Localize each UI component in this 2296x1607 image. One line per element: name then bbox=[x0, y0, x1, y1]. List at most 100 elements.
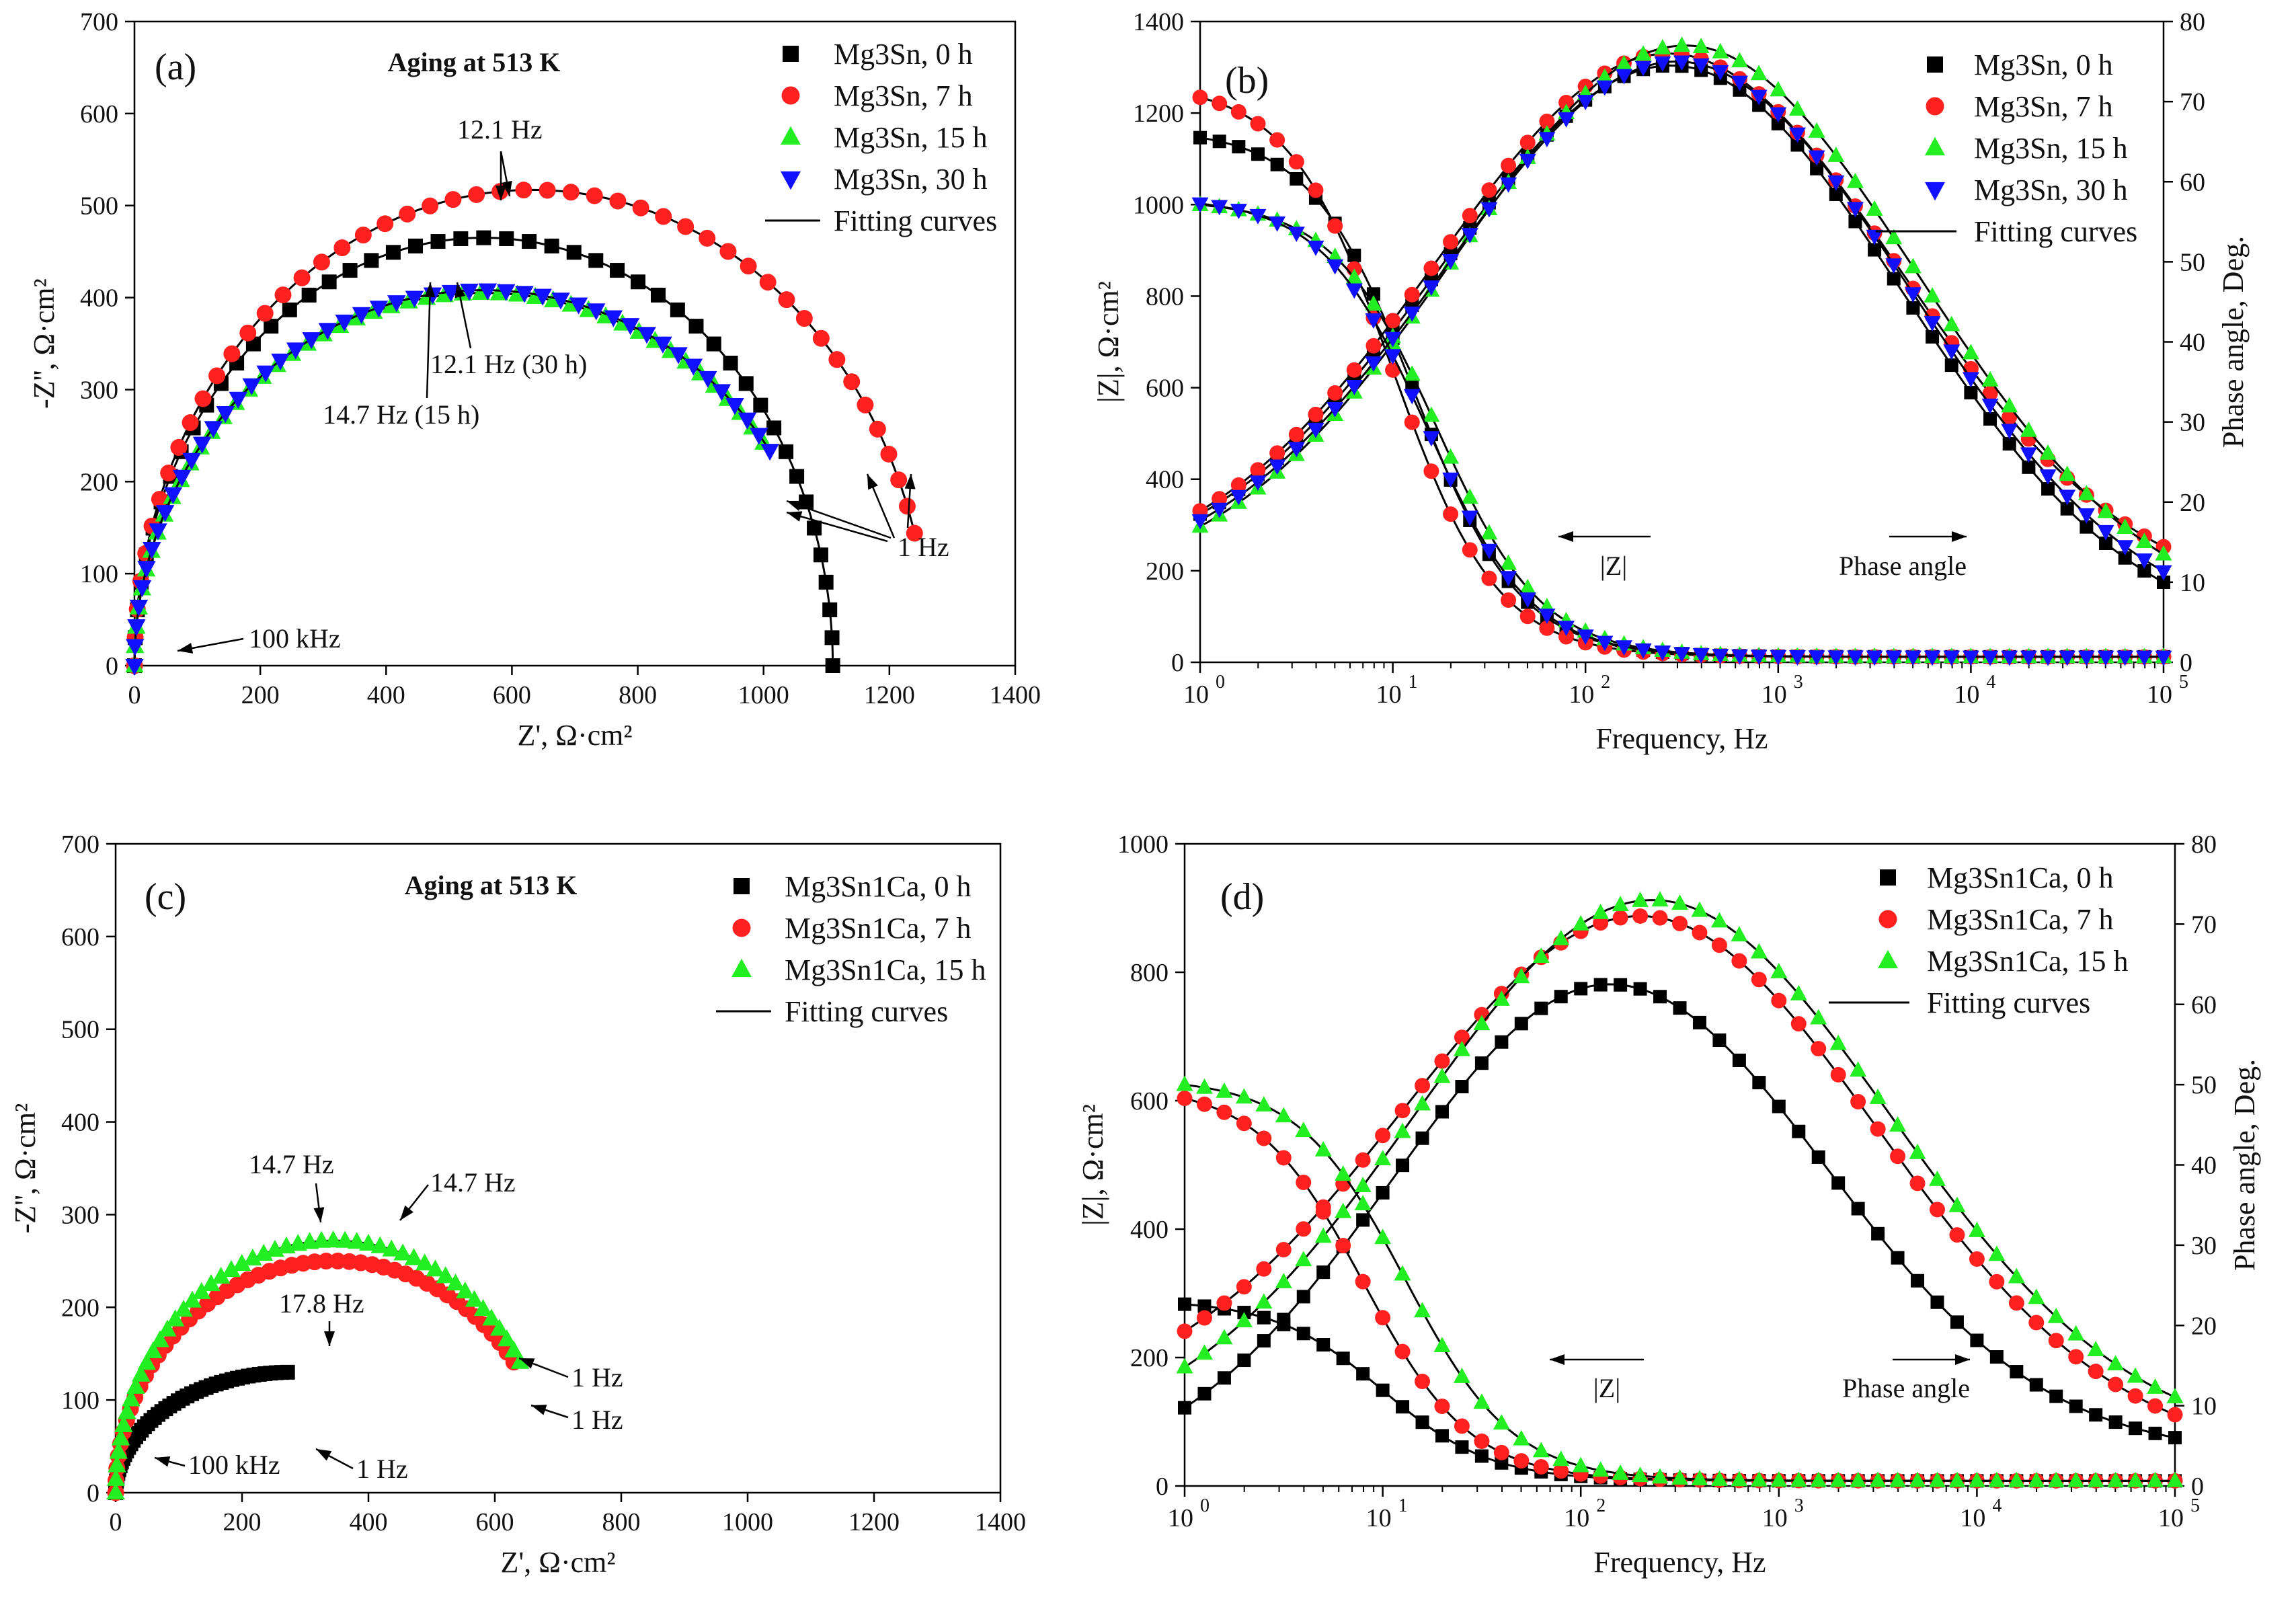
data-point-phase bbox=[1771, 992, 1787, 1009]
fit-curve bbox=[114, 1239, 521, 1493]
data-point-phase bbox=[1178, 1401, 1191, 1415]
data-point-phase bbox=[1514, 1017, 1528, 1031]
y2-tick-label: 60 bbox=[2191, 991, 2217, 1019]
data-point-impedance bbox=[1493, 1444, 1509, 1460]
data-point-phase bbox=[1981, 370, 1999, 387]
data-point-impedance bbox=[1552, 1450, 1570, 1466]
data-point-phase bbox=[1423, 280, 1440, 297]
data-point bbox=[222, 1259, 241, 1278]
data-point-impedance bbox=[1396, 1400, 1410, 1414]
legend-marker bbox=[1925, 182, 1945, 201]
data-point-phase bbox=[2147, 1398, 2164, 1414]
data-point-impedance bbox=[1269, 132, 1285, 148]
data-point-phase bbox=[1356, 1213, 1370, 1227]
y2-tick-label: 30 bbox=[2191, 1232, 2217, 1260]
data-point-phase bbox=[1752, 1076, 1766, 1090]
data-point-phase bbox=[2168, 1431, 2182, 1445]
data-point-phase bbox=[1415, 1078, 1431, 1094]
data-point bbox=[160, 464, 177, 481]
data-point-impedance bbox=[1577, 629, 1594, 645]
data-point bbox=[473, 1298, 493, 1317]
data-point bbox=[125, 639, 145, 656]
data-point-phase bbox=[1887, 272, 1901, 286]
legend-entry: Mg3Sn1Ca, 15 h bbox=[785, 953, 986, 986]
fit-curve bbox=[133, 188, 916, 666]
data-point-phase bbox=[1443, 234, 1459, 250]
y-tick-label: 400 bbox=[1130, 1216, 1169, 1244]
data-point-phase bbox=[1455, 1080, 1469, 1094]
data-point-phase bbox=[1307, 422, 1324, 438]
data-point-impedance bbox=[1928, 1471, 1946, 1487]
data-point-phase bbox=[1423, 260, 1439, 276]
data-point-impedance bbox=[1366, 287, 1380, 301]
data-point-phase bbox=[1288, 426, 1304, 442]
data-point-phase bbox=[1889, 1116, 1907, 1132]
data-point-phase bbox=[1308, 406, 1324, 422]
data-point-phase bbox=[1944, 358, 1958, 373]
data-point-phase bbox=[2060, 502, 2074, 516]
data-point-impedance bbox=[1501, 592, 1517, 609]
data-point-phase bbox=[1943, 315, 1961, 331]
data-point bbox=[301, 287, 317, 303]
chart-title: Aging at 513 K bbox=[405, 870, 578, 900]
data-point-phase bbox=[1616, 54, 1633, 71]
y2-tick-label: 60 bbox=[2180, 168, 2205, 196]
data-point-impedance bbox=[1981, 650, 1999, 666]
data-point-impedance bbox=[1415, 1374, 1431, 1390]
data-point-phase bbox=[1396, 1159, 1410, 1173]
data-point-phase bbox=[1691, 901, 1708, 917]
data-point-impedance bbox=[1374, 1228, 1392, 1245]
data-point bbox=[243, 1248, 262, 1266]
x-tick-label: 400 bbox=[350, 1508, 388, 1536]
data-point-phase bbox=[1811, 1041, 1827, 1057]
data-point-phase bbox=[1710, 912, 1728, 928]
data-point-impedance bbox=[1354, 1195, 1372, 1210]
data-point bbox=[828, 351, 846, 368]
data-point-phase bbox=[1891, 1251, 1905, 1265]
data-point-phase bbox=[1558, 112, 1575, 128]
data-point-impedance bbox=[1651, 1468, 1669, 1484]
data-point-phase bbox=[1950, 1315, 1964, 1329]
data-point-phase bbox=[1558, 95, 1575, 111]
data-point-phase bbox=[2077, 508, 2095, 524]
data-point bbox=[109, 1442, 128, 1459]
data-point-impedance bbox=[1365, 313, 1382, 329]
y2-tick-label: 0 bbox=[2180, 649, 2192, 677]
panel-label: (b) bbox=[1225, 60, 1269, 102]
data-point bbox=[699, 370, 717, 388]
data-point-phase bbox=[1989, 1273, 2005, 1290]
legend-entry: Mg3Sn, 0 h bbox=[834, 38, 973, 71]
data-point-phase bbox=[2002, 409, 2018, 425]
x-tick-exponent: 2 bbox=[1601, 672, 1610, 693]
data-point bbox=[725, 397, 744, 416]
data-point-phase bbox=[1962, 344, 1979, 360]
data-point bbox=[515, 286, 534, 303]
data-point-impedance bbox=[2155, 650, 2172, 666]
annotation: |Z| bbox=[1600, 551, 1627, 581]
data-point bbox=[825, 658, 840, 673]
data-point bbox=[387, 295, 406, 313]
data-point bbox=[404, 1248, 424, 1265]
data-point bbox=[723, 356, 738, 371]
y-tick-label: 1400 bbox=[1133, 8, 1184, 36]
legend-entry: Mg3Sn, 0 h bbox=[1974, 48, 2113, 81]
data-point-phase bbox=[1327, 385, 1343, 401]
y-tick-label: 700 bbox=[80, 8, 118, 36]
data-point-impedance bbox=[1519, 592, 1536, 608]
data-point bbox=[490, 1319, 509, 1336]
data-point bbox=[385, 245, 401, 260]
data-point bbox=[370, 1236, 390, 1253]
data-point-phase bbox=[1632, 908, 1649, 924]
data-point-phase bbox=[1365, 338, 1382, 354]
data-point-phase bbox=[1981, 398, 1999, 414]
data-point-impedance bbox=[1962, 650, 1979, 666]
y-tick-label: 800 bbox=[1146, 282, 1184, 311]
data-point bbox=[446, 1273, 465, 1291]
data-point-impedance bbox=[1403, 365, 1421, 381]
data-point bbox=[740, 258, 757, 275]
y-tick-label: 500 bbox=[61, 1016, 100, 1044]
data-point-phase bbox=[2107, 1355, 2125, 1370]
data-point-phase bbox=[1750, 65, 1768, 81]
y-axis-label: -Z'', Ω·cm² bbox=[9, 1103, 42, 1234]
data-point-phase bbox=[1195, 1344, 1213, 1360]
